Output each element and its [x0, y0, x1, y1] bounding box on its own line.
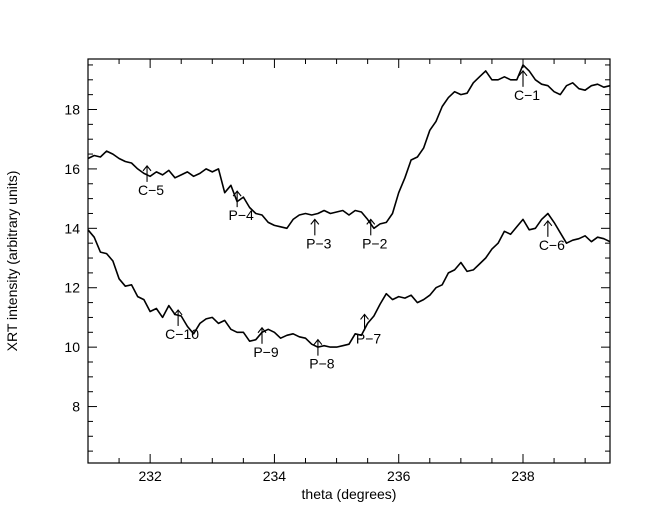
- annotation-arrow-head: [518, 69, 528, 77]
- axis-ticks: [87, 59, 610, 463]
- annotation-label: C−10: [165, 326, 199, 342]
- plot-frame: [87, 58, 611, 464]
- y-tick-label: 14: [64, 220, 80, 236]
- annotation-label: P−8: [309, 356, 335, 372]
- annotation-arrow-head: [543, 219, 553, 227]
- annotation-marker: C−1: [514, 69, 540, 103]
- annotation-label: P−2: [362, 235, 388, 251]
- y-axis-title: XRT intensity (arbitrary units): [4, 171, 20, 352]
- annotation-arrow-head: [360, 313, 369, 320]
- x-axis-title: theta (degrees): [302, 486, 397, 502]
- y-tick-label: 8: [72, 399, 80, 415]
- annotation-marker: P−8: [309, 338, 335, 372]
- x-tick-label: 232: [138, 468, 162, 484]
- annotation-marker: P−3: [306, 218, 332, 251]
- y-tick-label: 10: [64, 339, 80, 355]
- annotation-arrow-head: [366, 218, 376, 225]
- x-tick-label: 238: [511, 468, 535, 484]
- x-tick-label: 234: [263, 468, 287, 484]
- annotation-label: P−7: [356, 330, 382, 346]
- annotation-arrow-head: [313, 338, 323, 346]
- series-line-1: [87, 64, 611, 230]
- annotation-arrow-head: [142, 165, 152, 172]
- x-tick-label: 236: [387, 468, 411, 484]
- annotation-marker: C−10: [165, 309, 199, 342]
- annotation-label: P−9: [253, 344, 279, 360]
- y-tick-label: 12: [64, 280, 80, 296]
- annotation-marker: C−6: [539, 219, 565, 253]
- annotation-label: C−1: [514, 87, 540, 103]
- annotation-group: C−1 C−5 P−4 P−3 P−2 C−6 C−10 P−9 P−8 P−7: [138, 69, 565, 372]
- annotation-label: P−4: [228, 207, 254, 223]
- series-group: [87, 64, 611, 348]
- annotation-marker: C−5: [138, 165, 164, 198]
- annotation-label: C−5: [138, 182, 164, 198]
- y-tick-label: 16: [64, 161, 80, 177]
- annotation-arrow-head: [173, 309, 183, 316]
- annotation-arrow-head: [310, 218, 320, 225]
- annotation-marker: P−2: [362, 218, 388, 251]
- annotation-arrow-head: [232, 190, 242, 197]
- annotation-marker: P−7: [356, 313, 382, 346]
- annotation-label: P−3: [306, 235, 332, 251]
- annotation-label: C−6: [539, 237, 565, 253]
- annotation-arrow-head: [257, 326, 267, 334]
- axis-tick-labels: 232 234 236 238 8 10 12 14 16 18: [64, 102, 534, 485]
- y-tick-label: 18: [64, 102, 80, 118]
- annotation-marker: P−4: [228, 190, 254, 223]
- annotation-marker: P−9: [253, 326, 279, 360]
